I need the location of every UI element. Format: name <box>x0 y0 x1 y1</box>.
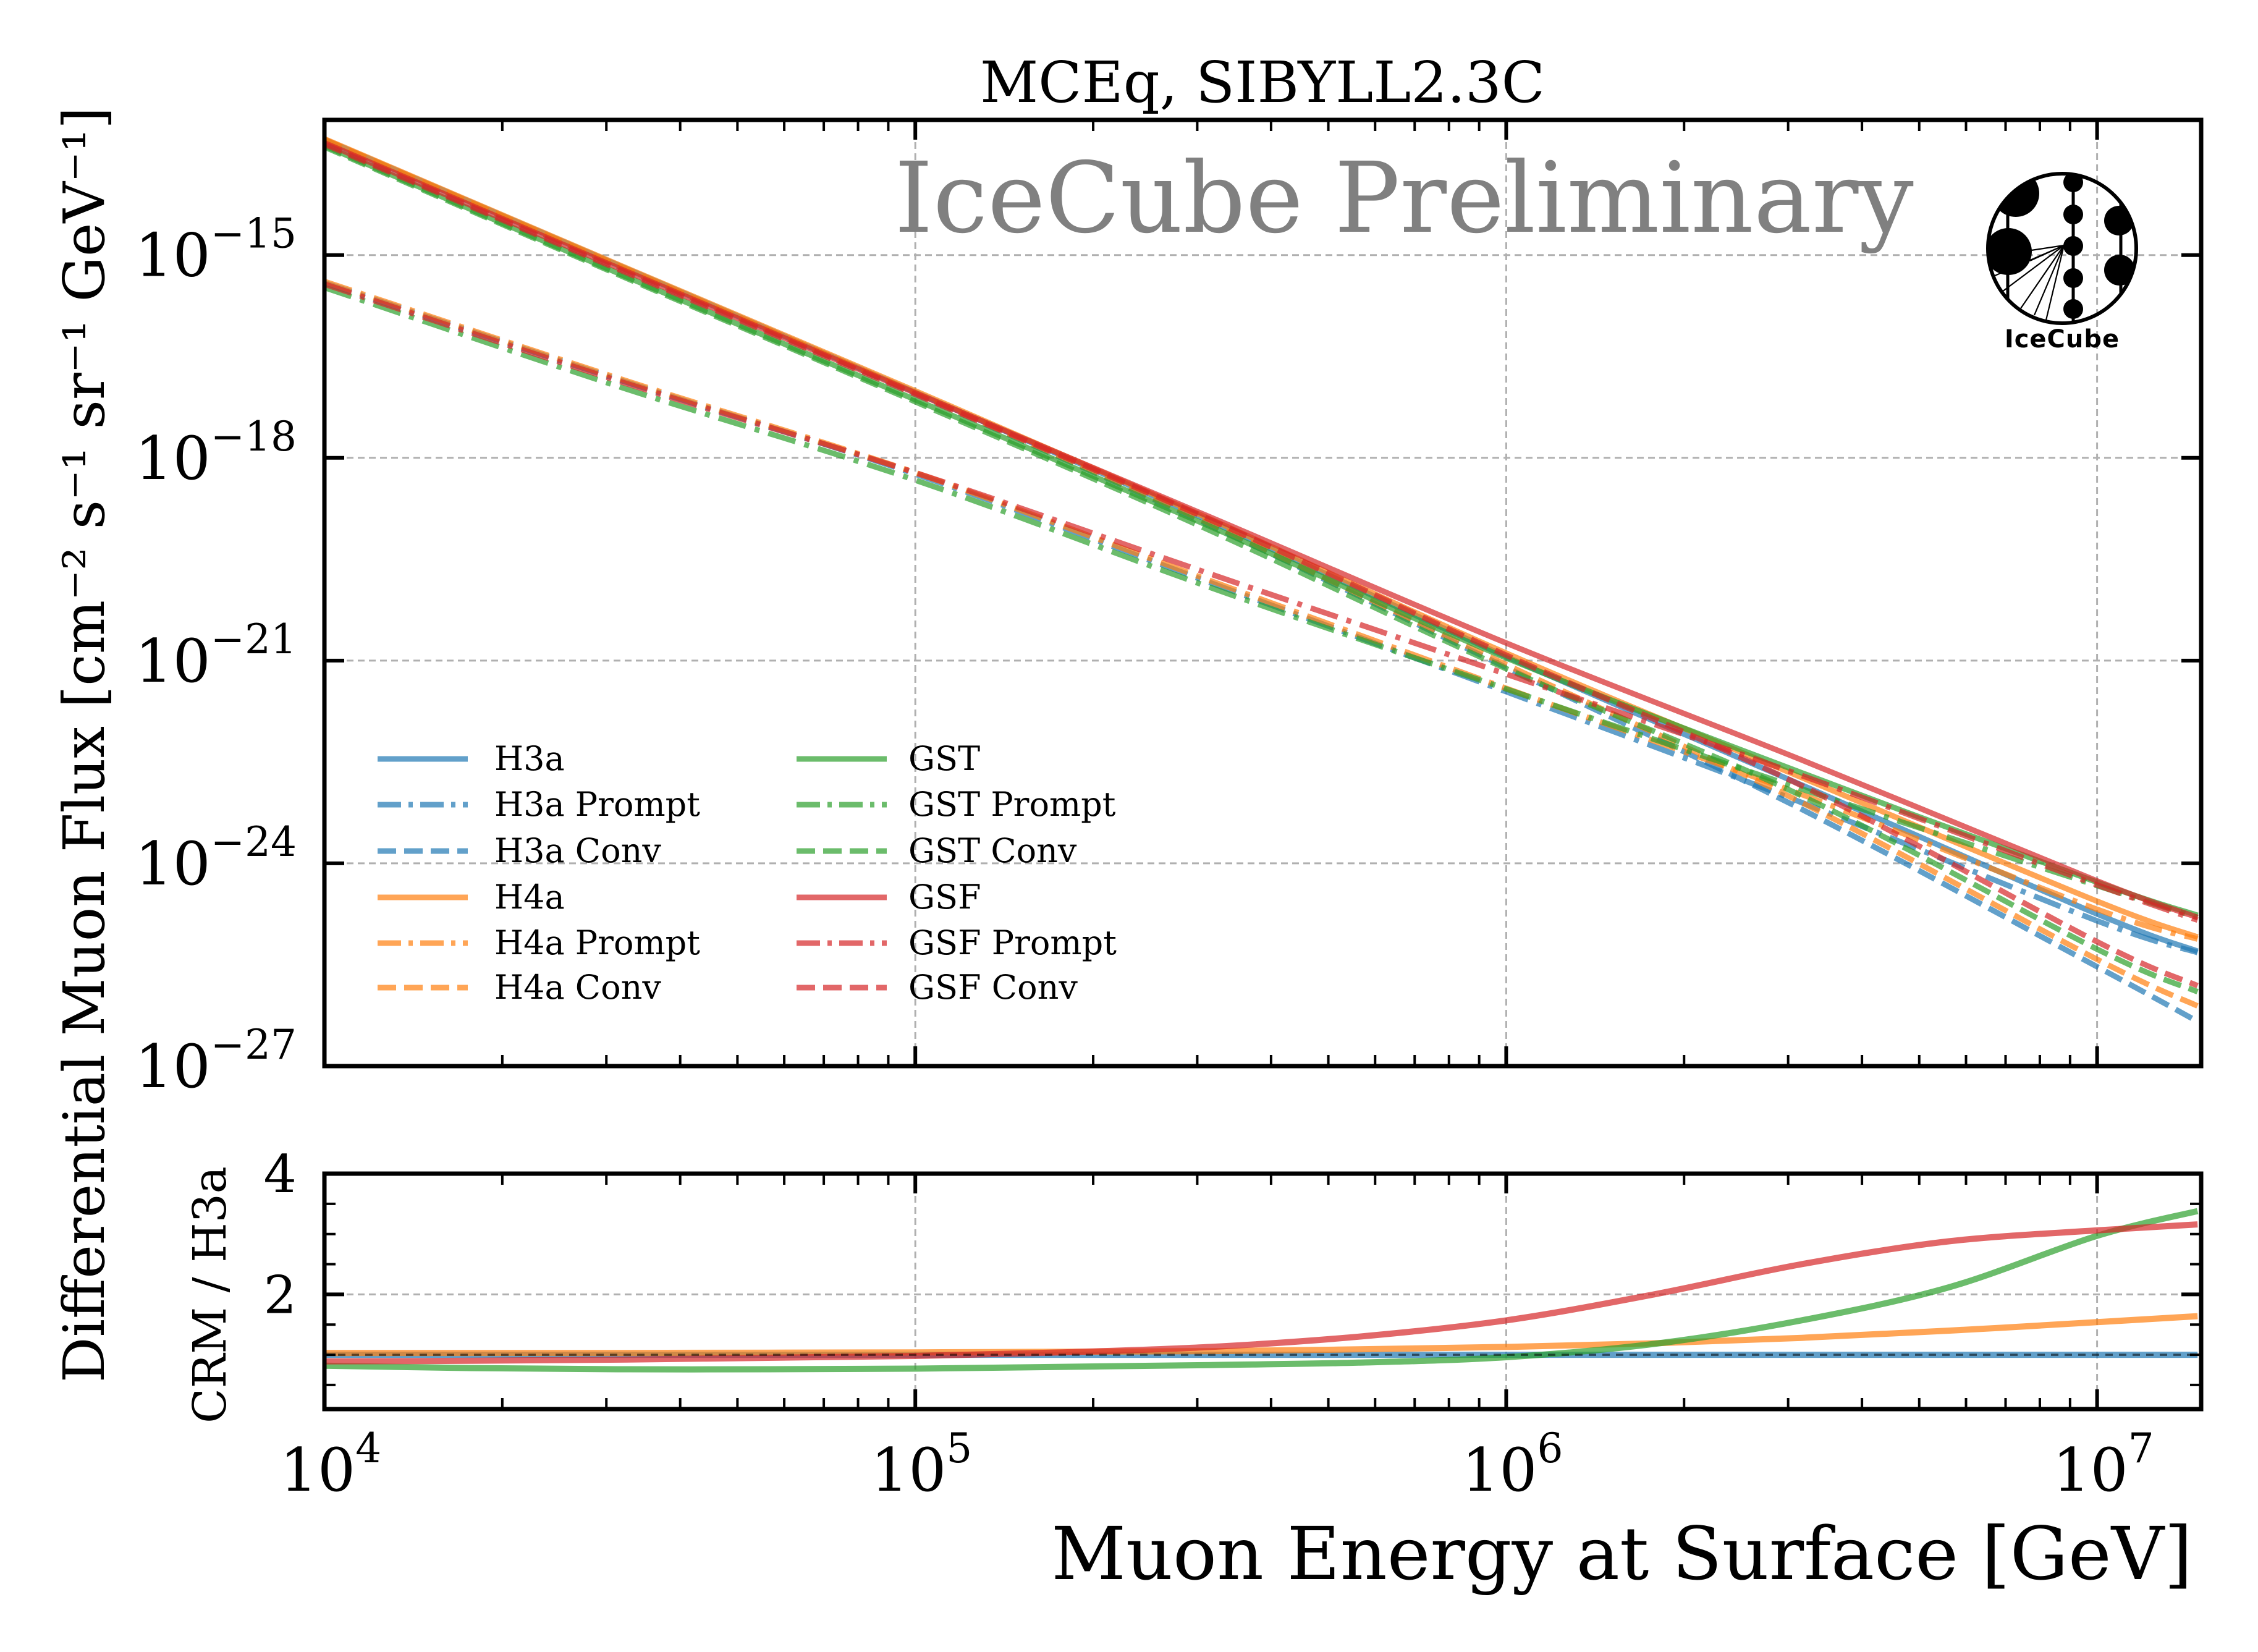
x-tick-label: 107 <box>2053 1425 2154 1505</box>
ratio-y-tick-labels: 24 <box>264 1144 297 1325</box>
main-plot-frame <box>322 117 2204 1069</box>
series-line-h3a-conv <box>324 137 2199 1024</box>
series-line-h4a <box>324 136 2199 940</box>
main-y-tick-label: 10−24 <box>135 818 297 899</box>
tick-label-base: 10 <box>135 1032 211 1101</box>
x-tick-label: 104 <box>280 1425 381 1505</box>
tick-label-base: 10 <box>135 221 211 290</box>
series-line-gsf-prompt <box>324 281 2199 923</box>
tick-label-base: 10 <box>135 424 211 493</box>
legend-label: H3a Conv <box>494 831 661 870</box>
legend-item: GSF Prompt <box>797 923 1117 962</box>
tick-label-base: 10 <box>871 1436 946 1505</box>
legend-item: GSF Conv <box>797 968 1078 1007</box>
tick-label-exponent: −15 <box>211 210 297 258</box>
legend-item: H3a Prompt <box>378 785 700 824</box>
legend-item: H4a Prompt <box>378 923 700 962</box>
x-tick-label: 105 <box>871 1425 972 1505</box>
series-line-gsf <box>324 140 2199 920</box>
main-y-tick-label: 10−27 <box>135 1021 297 1101</box>
legend-label: GST <box>908 739 980 778</box>
ratio-ticks <box>323 1172 2201 1409</box>
legend-label: H4a Prompt <box>494 923 700 962</box>
tick-label-base: 10 <box>1461 1436 1537 1505</box>
legend-label: H3a Prompt <box>494 785 700 824</box>
icecube-logo-text: IceCube <box>2005 325 2120 354</box>
legend-label: H3a <box>494 739 565 778</box>
tick-label-exponent: −18 <box>211 413 297 460</box>
legend: H3a H3a Prompt H3a Conv H4a H4a Prompt H4a Co… <box>378 739 1117 1007</box>
series-line-gsf-conv <box>324 142 2199 989</box>
series-line-gst-prompt <box>324 284 2199 920</box>
ratio-plot-frame <box>322 1171 2204 1412</box>
tick-label-exponent: 7 <box>2128 1425 2154 1472</box>
legend-label: GSF Conv <box>908 968 1078 1007</box>
tick-label-exponent: −21 <box>211 616 297 663</box>
legend-label: H4a Conv <box>494 968 661 1007</box>
tick-label-exponent: −24 <box>211 818 297 866</box>
tick-label-exponent: 6 <box>1537 1425 1563 1472</box>
legend-item: H3a <box>378 739 565 778</box>
tick-label-base: 10 <box>280 1436 355 1505</box>
x-axis-label: Muon Energy at Surface [GeV] <box>1051 1511 2192 1596</box>
legend-item: H3a Conv <box>378 831 661 870</box>
legend-item: GST Prompt <box>797 785 1116 824</box>
series-line-gst-conv <box>324 144 2199 994</box>
ratio-y-tick-label: 2 <box>264 1264 297 1325</box>
ratio-y-tick-label: 4 <box>264 1144 297 1205</box>
ratio-line-gsf <box>324 1221 2198 1365</box>
ratio-series-group <box>324 1208 2201 1373</box>
ratio-y-axis-label: CRM / H3a <box>184 1166 237 1423</box>
tick-label-base: 10 <box>2053 1436 2128 1505</box>
tick-label-exponent: 4 <box>355 1425 381 1472</box>
x-tick-label: 106 <box>1461 1425 1563 1505</box>
main-y-tick-label: 10−18 <box>135 413 297 493</box>
ratio-line-gst <box>324 1208 2199 1373</box>
legend-item: GST <box>797 739 980 778</box>
tick-label-exponent: 5 <box>946 1425 972 1472</box>
y-axis-label: Differential Muon Flux [cm⁻² s⁻¹ sr⁻¹ Ge… <box>51 107 117 1383</box>
x-tick-labels: 104 105 106 107 <box>280 1425 2154 1505</box>
legend-label: GSF <box>908 878 981 917</box>
ratio-lines <box>324 1208 2201 1373</box>
main-y-tick-label: 10−21 <box>135 616 297 696</box>
main-gridlines <box>324 120 2201 1066</box>
legend-item: GST Conv <box>797 831 1077 870</box>
chart-title: MCEq, SIBYLL2.3C <box>980 49 1545 116</box>
ratio-gridlines <box>324 1174 2201 1409</box>
legend-label: GST Conv <box>908 831 1077 870</box>
tick-label-base: 10 <box>135 829 211 899</box>
legend-label: H4a <box>494 878 565 917</box>
ratio-line-h4a <box>324 1313 2198 1357</box>
legend-item: GSF <box>797 878 981 917</box>
main-y-tick-label: 10−15 <box>135 210 297 290</box>
icecube-logo-icon: IceCube <box>1986 172 2138 354</box>
legend-label: GSF Prompt <box>908 923 1117 962</box>
legend-item: H4a <box>378 878 565 917</box>
legend-item: H4a Conv <box>378 968 661 1007</box>
main-lines <box>324 136 2199 1024</box>
main-series-group <box>324 136 2199 1024</box>
tick-label-exponent: −27 <box>211 1021 297 1069</box>
tick-label-base: 10 <box>135 627 211 696</box>
icecube-preliminary-watermark: IceCube Preliminary <box>894 142 1913 255</box>
legend-label: GST Prompt <box>908 785 1116 824</box>
